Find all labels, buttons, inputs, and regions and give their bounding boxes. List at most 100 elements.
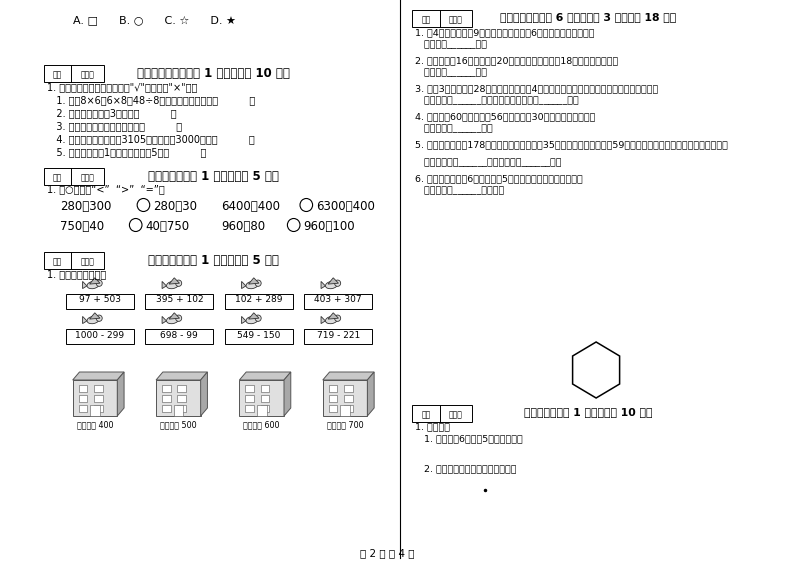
Text: 评卷人: 评卷人 — [81, 258, 94, 266]
Text: 5. 饰养场有小白兔178只，小灰兔比小白兔多35只，小黑兔比小白兔多59只，小灰兔有多少只？小黑兔有多少只？: 5. 饰养场有小白兔178只，小灰兔比小白兔多35只，小黑兔比小白兔多59只，小… — [415, 140, 728, 149]
Polygon shape — [242, 316, 246, 324]
Text: 6400－400: 6400－400 — [221, 200, 280, 213]
FancyBboxPatch shape — [261, 395, 270, 402]
FancyBboxPatch shape — [94, 405, 102, 412]
Ellipse shape — [87, 316, 99, 324]
FancyBboxPatch shape — [78, 385, 87, 392]
Polygon shape — [249, 278, 259, 284]
Text: 97 + 503: 97 + 503 — [79, 295, 121, 305]
FancyBboxPatch shape — [156, 380, 201, 416]
Polygon shape — [284, 372, 290, 416]
Text: 6. 一个六边形需要6根小棒，抄5个六边形，一共要几根小棒？: 6. 一个六边形需要6根小棒，抄5个六边形，一共要几根小棒？ — [415, 174, 582, 183]
Text: 答：还有______只。: 答：还有______只。 — [415, 68, 487, 77]
FancyBboxPatch shape — [162, 385, 170, 392]
Polygon shape — [328, 313, 338, 319]
Text: 答：每人______个。: 答：每人______个。 — [415, 40, 487, 49]
Text: 得数大约 700: 得数大约 700 — [326, 420, 363, 429]
Circle shape — [334, 315, 341, 321]
FancyBboxPatch shape — [90, 405, 100, 416]
Text: 1000 - 299: 1000 - 299 — [75, 331, 124, 340]
Ellipse shape — [326, 316, 338, 324]
FancyBboxPatch shape — [44, 65, 104, 82]
Text: A. □      B. ○      C. ☆      D. ★: A. □ B. ○ C. ☆ D. ★ — [73, 15, 236, 25]
Text: 评卷人: 评卷人 — [81, 71, 94, 79]
Text: 1. 估一估，连一连。: 1. 估一估，连一连。 — [46, 269, 106, 279]
Text: 得分: 得分 — [421, 410, 430, 419]
Circle shape — [175, 280, 182, 286]
Text: 得数大约 500: 得数大约 500 — [160, 420, 197, 429]
Text: 评卷人: 评卷人 — [449, 15, 462, 24]
Text: 答：一共要______根小棒。: 答：一共要______根小棒。 — [415, 186, 504, 195]
Text: 698 - 99: 698 - 99 — [161, 331, 198, 340]
FancyBboxPatch shape — [322, 380, 367, 416]
Polygon shape — [367, 372, 374, 416]
Ellipse shape — [326, 281, 338, 289]
FancyBboxPatch shape — [66, 294, 134, 309]
FancyBboxPatch shape — [239, 380, 284, 416]
Text: 得分: 得分 — [53, 173, 62, 182]
Text: 750＋40: 750＋40 — [60, 220, 104, 233]
Polygon shape — [573, 342, 620, 398]
Polygon shape — [239, 372, 290, 380]
Text: 得数接近 600: 得数接近 600 — [243, 420, 280, 429]
Text: 549 - 150: 549 - 150 — [237, 331, 281, 340]
Text: 719 - 221: 719 - 221 — [317, 331, 360, 340]
FancyBboxPatch shape — [257, 405, 266, 416]
Ellipse shape — [246, 316, 258, 324]
FancyBboxPatch shape — [44, 168, 104, 185]
FancyBboxPatch shape — [246, 395, 254, 402]
FancyBboxPatch shape — [78, 395, 87, 402]
Text: 第 2 页 共 4 页: 第 2 页 共 4 页 — [361, 548, 415, 558]
FancyBboxPatch shape — [162, 395, 170, 402]
Circle shape — [96, 315, 102, 321]
FancyBboxPatch shape — [44, 252, 104, 269]
Text: 960－80: 960－80 — [221, 220, 265, 233]
Text: 七、连一连（共 1 大题，共计 5 分）: 七、连一连（共 1 大题，共计 5 分） — [148, 254, 278, 267]
Text: 五、判断对与错（共 1 大题，共计 10 分）: 五、判断对与错（共 1 大题，共计 10 分） — [137, 67, 290, 80]
Text: 评卷人: 评卷人 — [449, 410, 462, 419]
Polygon shape — [90, 313, 100, 319]
FancyBboxPatch shape — [261, 385, 270, 392]
Text: 2. 同学们做了16只红风车，20只花风车。送给幼儱18只，还有多少只？: 2. 同学们做了16只红风车，20只花风车。送给幼儱18只，还有多少只？ — [415, 56, 618, 65]
Text: 1. 在○里填上“<”  “>”  “=”。: 1. 在○里填上“<” “>” “=”。 — [46, 184, 164, 194]
Polygon shape — [321, 281, 326, 289]
Polygon shape — [328, 278, 338, 284]
Text: 102 + 289: 102 + 289 — [235, 295, 282, 305]
FancyBboxPatch shape — [304, 329, 372, 344]
Text: 1. 有4篹苹果，每篹9个，把苹果平均分绖6个小朋友，每人几个？: 1. 有4篹苹果，每篹9个，把苹果平均分绖6个小朋友，每人几个？ — [415, 28, 594, 37]
Text: 答：男生有______人，男生和女生一共有______人。: 答：男生有______人，男生和女生一共有______人。 — [415, 96, 578, 105]
Polygon shape — [162, 316, 166, 324]
Text: 960－100: 960－100 — [303, 220, 355, 233]
Polygon shape — [118, 372, 124, 416]
FancyBboxPatch shape — [246, 385, 254, 392]
FancyBboxPatch shape — [174, 405, 183, 416]
FancyBboxPatch shape — [94, 385, 102, 392]
Polygon shape — [249, 313, 259, 319]
Polygon shape — [201, 372, 207, 416]
FancyBboxPatch shape — [340, 405, 350, 416]
Circle shape — [255, 315, 261, 321]
Ellipse shape — [166, 316, 178, 324]
FancyBboxPatch shape — [412, 405, 472, 422]
FancyBboxPatch shape — [329, 405, 338, 412]
Text: 2. 分别以下面的点为顶点画直角。: 2. 分别以下面的点为顶点画直角。 — [415, 464, 516, 473]
Polygon shape — [82, 281, 87, 289]
Text: 3. 二（3）班有女生28人，男生比女生兴4人，男生有多少人？男生和女生一共有多少人？: 3. 二（3）班有女生28人，男生比女生兴4人，男生有多少人？男生和女生一共有多… — [415, 84, 658, 93]
Text: 5. 一个下珠表示1，一个上珠表示5。（          ）: 5. 一个下珠表示1，一个上珠表示5。（ ） — [46, 147, 206, 157]
Text: 得数接近 400: 得数接近 400 — [77, 420, 114, 429]
FancyBboxPatch shape — [246, 405, 254, 412]
Polygon shape — [321, 316, 326, 324]
FancyBboxPatch shape — [94, 395, 102, 402]
Text: 403 + 307: 403 + 307 — [314, 295, 362, 305]
FancyBboxPatch shape — [178, 385, 186, 392]
FancyBboxPatch shape — [146, 329, 214, 344]
FancyBboxPatch shape — [344, 405, 353, 412]
Text: 得分: 得分 — [421, 15, 430, 24]
Text: 得分: 得分 — [53, 71, 62, 79]
Polygon shape — [73, 372, 124, 380]
Text: 6300－400: 6300－400 — [316, 200, 375, 213]
Text: 评卷人: 评卷人 — [81, 173, 94, 182]
Text: 3. 翻开数学书属于平移现象。（          ）: 3. 翻开数学书属于平移现象。（ ） — [46, 121, 182, 131]
FancyBboxPatch shape — [178, 405, 186, 412]
FancyBboxPatch shape — [78, 405, 87, 412]
